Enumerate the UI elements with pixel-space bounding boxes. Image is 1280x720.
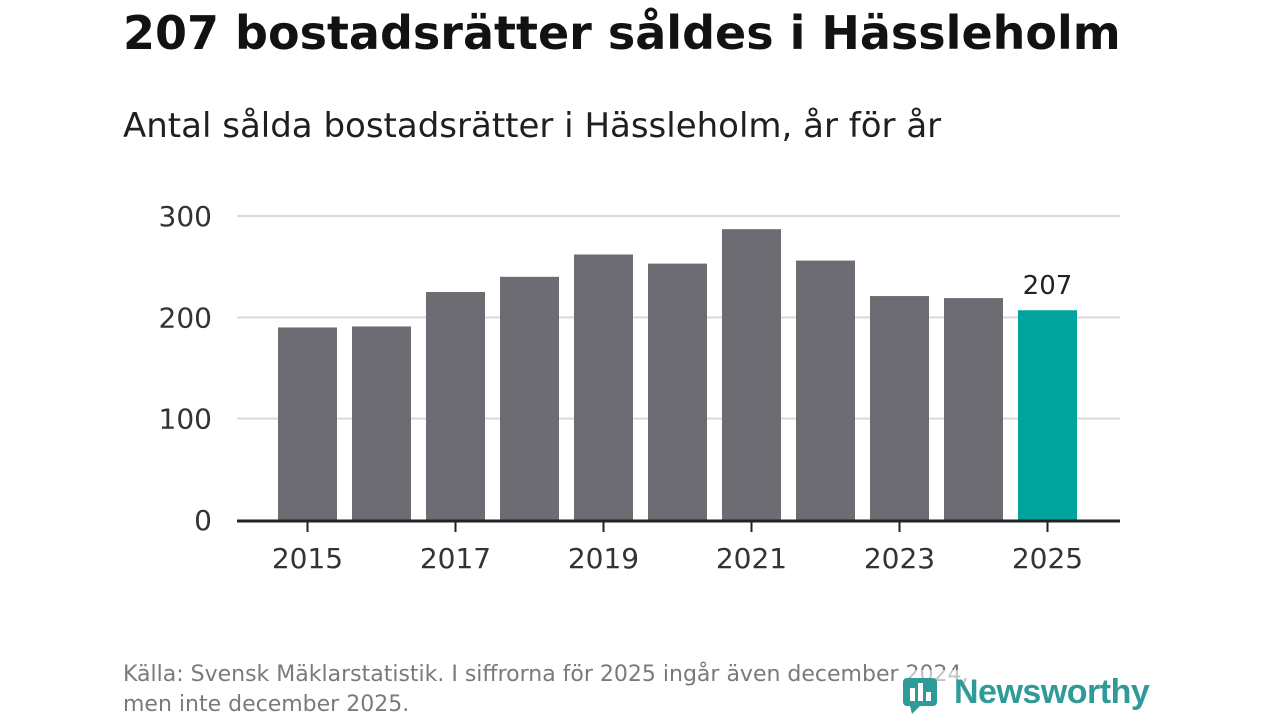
source-line-2: men inte december 2025. (123, 692, 410, 717)
newsworthy-logo-text: Newsworthy (954, 672, 1150, 711)
x-tick-label: 2015 (272, 542, 343, 575)
bar-2019 (574, 254, 633, 521)
y-tick-label: 300 (159, 200, 212, 233)
source-note: Källa: Svensk Mäklarstatistik. I siffror… (123, 660, 1123, 720)
bar-2023 (870, 296, 929, 520)
x-tick-label: 2019 (568, 542, 639, 575)
newsworthy-logo: Newsworthy (902, 670, 1150, 714)
bar-2025 (1018, 310, 1077, 520)
x-tick-label: 2025 (1012, 542, 1083, 575)
bar-2018 (500, 276, 559, 520)
y-tick-label: 200 (159, 301, 212, 334)
bar-2017 (426, 292, 485, 520)
bar-2024 (944, 298, 1003, 520)
bar-2022 (796, 260, 855, 520)
x-tick-label: 2017 (420, 542, 491, 575)
chart-title: 207 bostadsrätter såldes i Hässleholm (123, 6, 1121, 60)
chart-subtitle: Antal sålda bostadsrätter i Hässleholm, … (123, 106, 942, 146)
bar-2020 (648, 263, 707, 520)
bar-2015 (278, 327, 337, 520)
x-tick-label: 2021 (716, 542, 787, 575)
source-line-1: Källa: Svensk Mäklarstatistik. I siffror… (123, 662, 969, 687)
y-tick-label: 100 (159, 403, 212, 436)
newsworthy-logo-icon (903, 678, 937, 714)
bar-2021 (722, 229, 781, 520)
x-tick-label: 2023 (864, 542, 935, 575)
y-tick-label: 0 (194, 504, 212, 537)
bar-2016 (352, 326, 411, 520)
data-label: 207 (1023, 271, 1073, 301)
